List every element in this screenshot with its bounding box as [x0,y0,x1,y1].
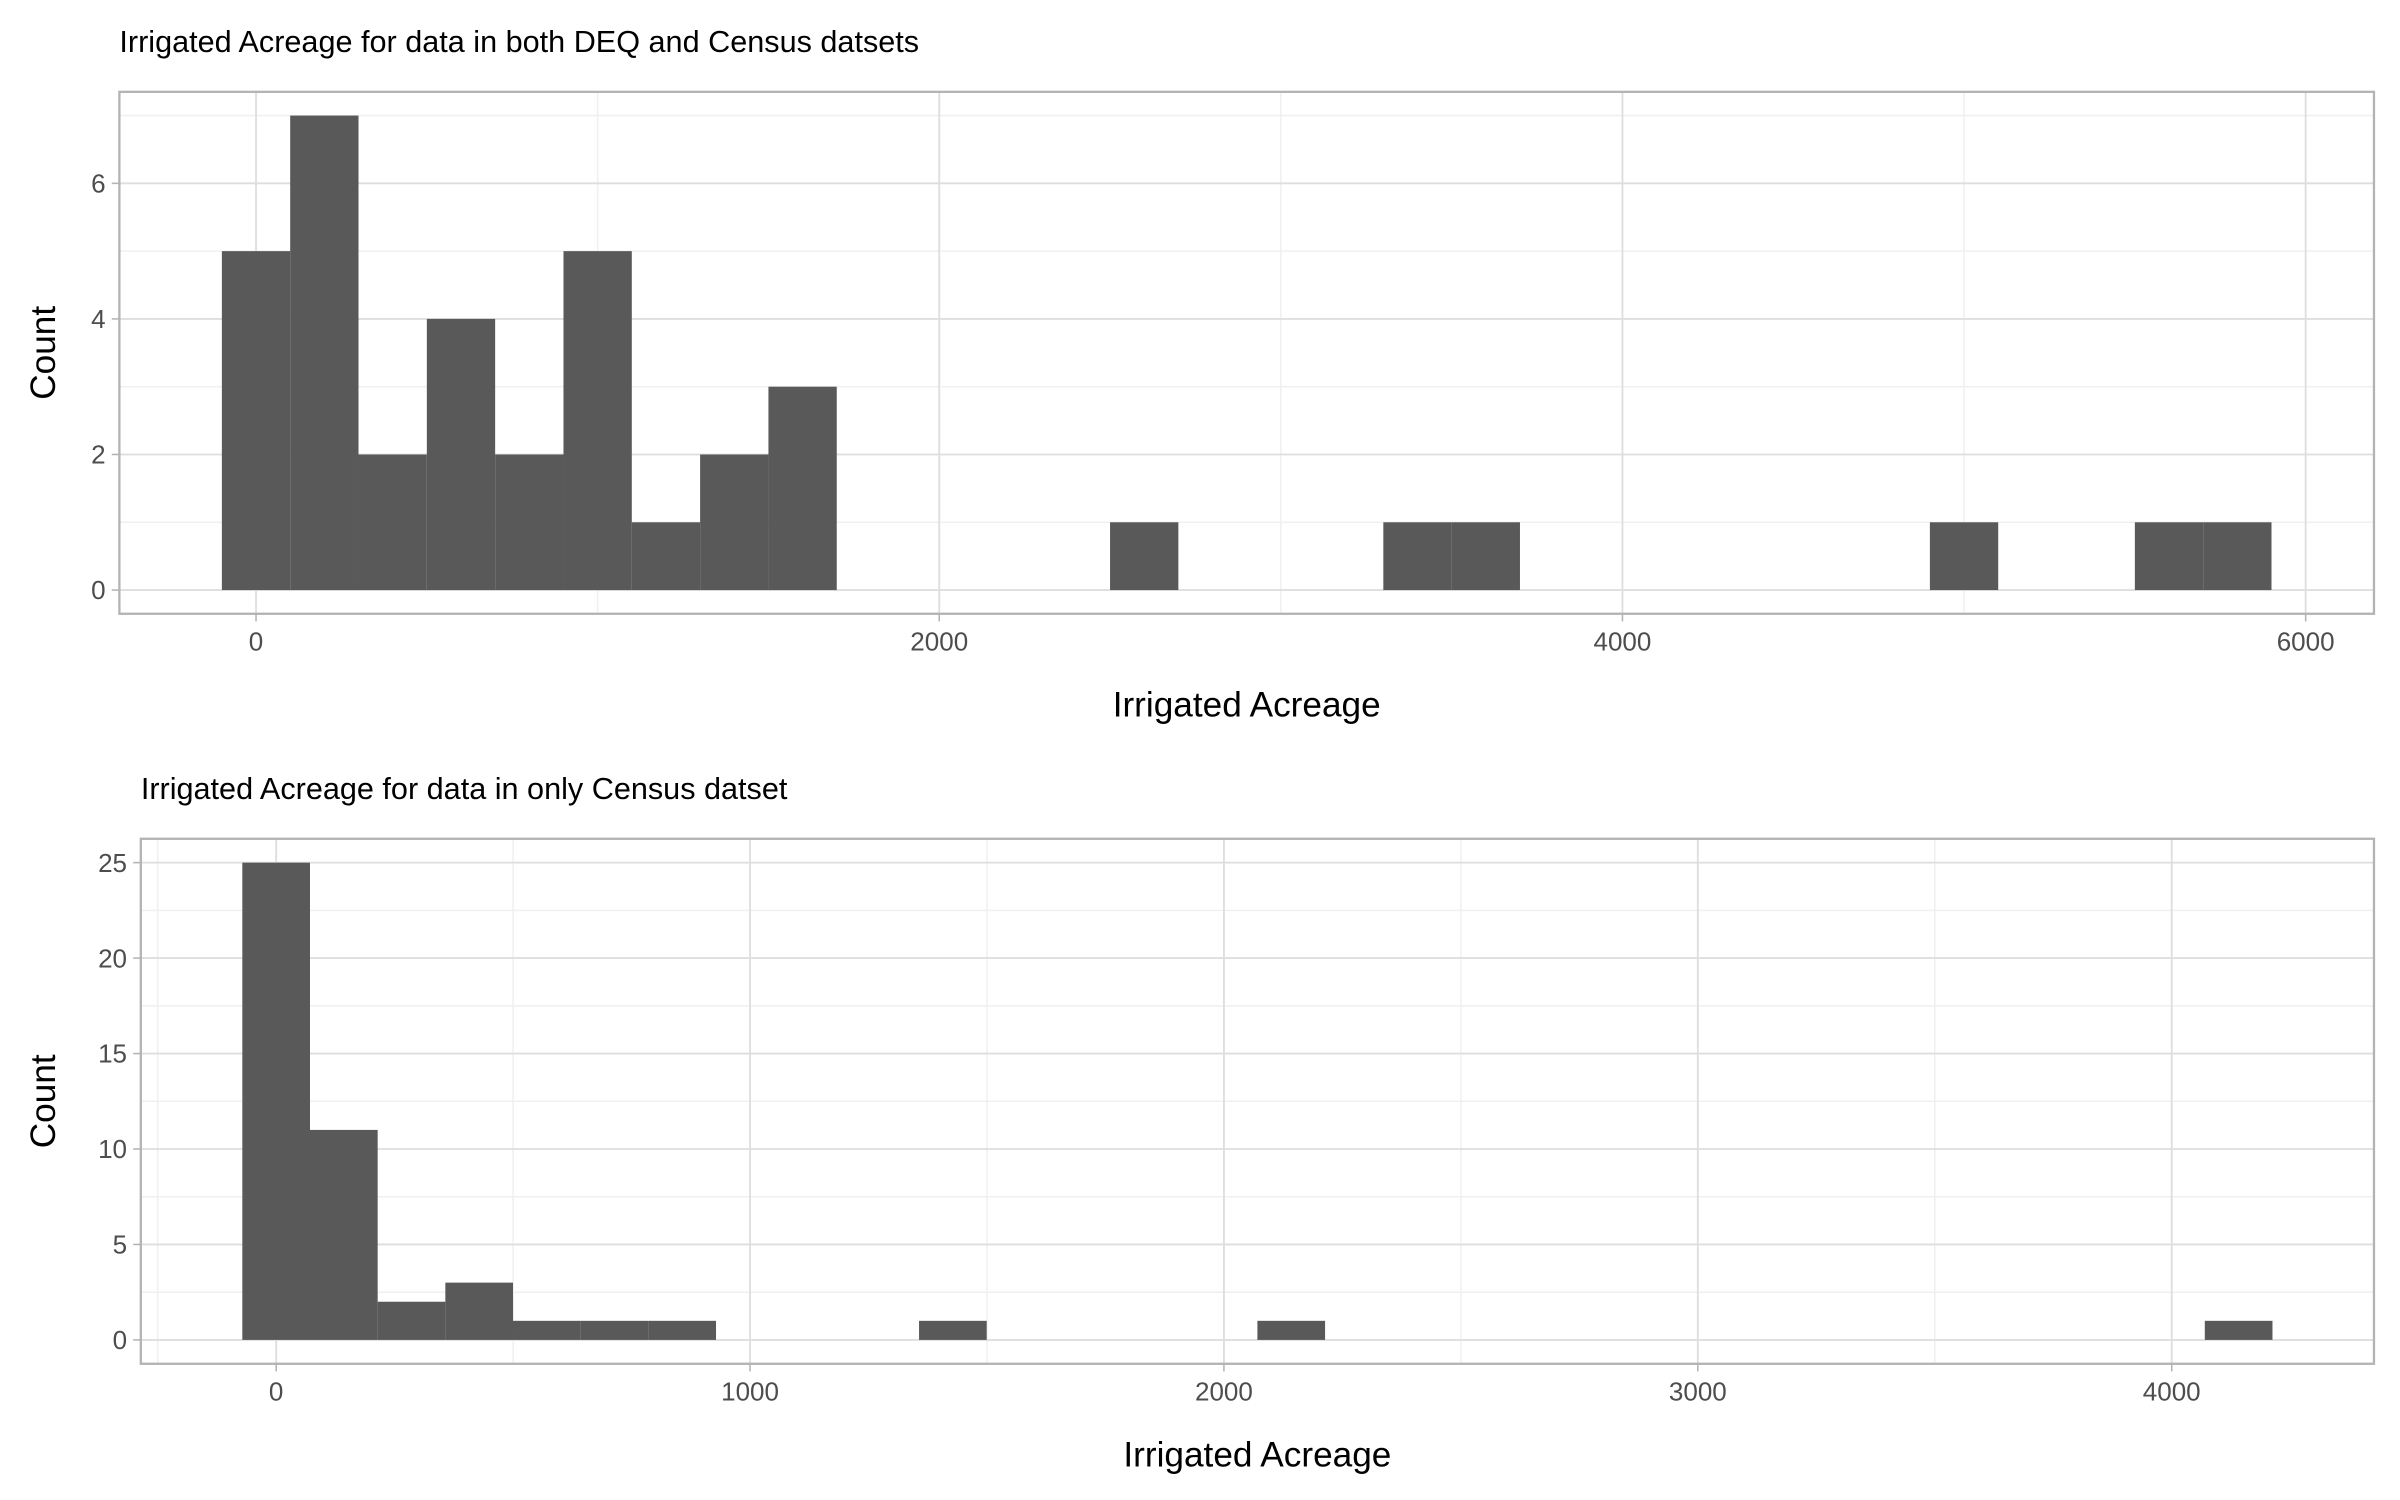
x-tick-label: 3000 [1669,1377,1727,1407]
bar [513,1320,581,1340]
y-tick-label: 25 [98,848,127,878]
bar [445,1282,514,1340]
y-tick-label: 10 [98,1134,127,1164]
bar [768,386,837,591]
y-tick-label: 0 [113,1325,127,1355]
bar [242,862,310,1340]
panel-border [118,90,2376,615]
y-axis-title: Count [24,306,63,400]
bar [377,1301,446,1340]
x-tick-label: 0 [269,1377,283,1407]
bar [648,1320,717,1340]
bar [563,251,632,591]
bar [1257,1320,1326,1340]
bar [580,1320,649,1340]
x-tick-label: 1000 [721,1377,779,1407]
x-axis-title: Irrigated Acreage [1123,1435,1391,1474]
y-tick-label: 6 [91,169,105,199]
bar [495,454,564,591]
bar [2203,522,2272,591]
bar [1383,522,1452,591]
bar [2204,1320,2273,1340]
x-tick-label: 2000 [1195,1377,1253,1407]
bar [700,454,769,591]
bar [631,522,701,591]
y-tick-label: 5 [113,1230,127,1260]
bar [1929,522,1999,591]
bar [426,318,496,591]
x-tick-label: 4000 [2143,1377,2201,1407]
x-axis-title: Irrigated Acreage [1113,685,1381,724]
y-tick-label: 4 [91,304,105,334]
panel-border [139,837,2376,1365]
bar [358,454,427,591]
x-tick-label: 0 [249,627,263,657]
y-tick-label: 0 [91,575,105,605]
x-tick-label: 6000 [2277,627,2335,657]
bar [919,1320,987,1340]
chart-title: Irrigated Acreage for data in only Censu… [141,772,788,806]
bar [1451,522,1520,591]
bar [309,1129,378,1340]
bar [290,115,359,591]
y-tick-label: 2 [91,440,105,470]
y-tick-label: 15 [98,1039,127,1069]
x-tick-label: 2000 [910,627,968,657]
bar [221,251,291,591]
x-tick-label: 4000 [1594,627,1652,657]
bar [2134,522,2204,591]
chart-title: Irrigated Acreage for data in both DEQ a… [119,25,919,59]
y-axis-title: Count [24,1054,63,1148]
bar [1110,522,1179,591]
y-tick-label: 20 [98,943,127,973]
